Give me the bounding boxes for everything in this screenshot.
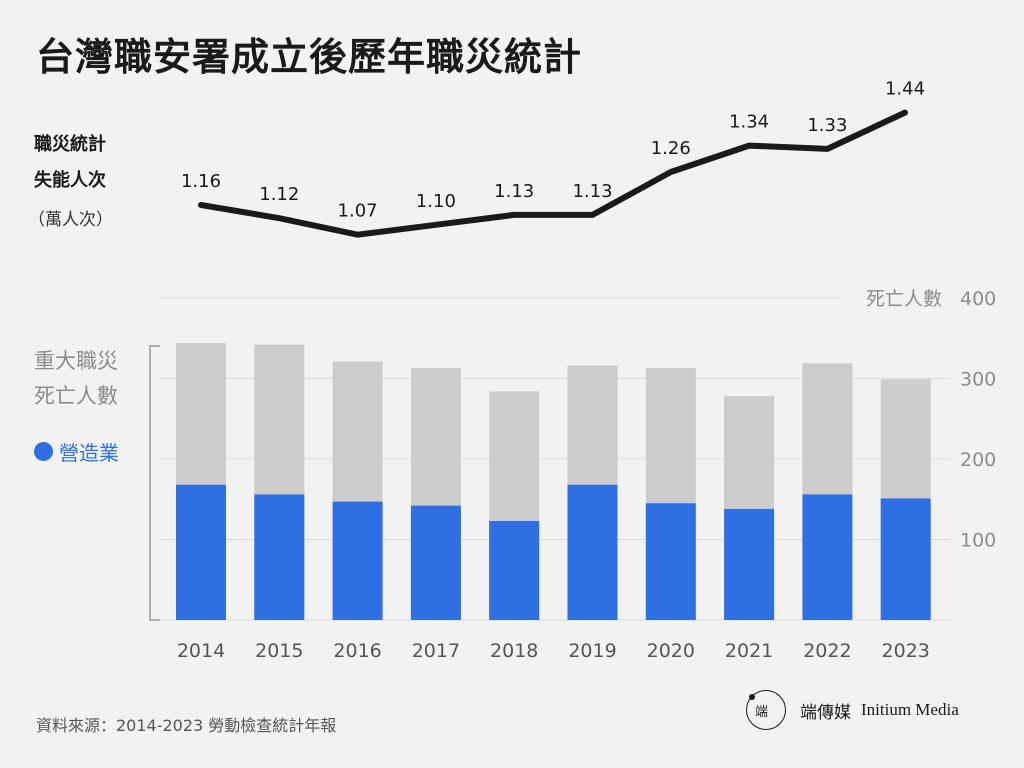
y-tick-label-400: 400 (960, 288, 996, 310)
y-tick-label-200: 200 (960, 449, 996, 471)
line-data-label-2021: 1.34 (729, 112, 769, 133)
bar-construction-2021 (724, 508, 775, 620)
left-bracket (149, 345, 160, 621)
x-tick-label-2019: 2019 (568, 640, 616, 662)
brand-block: 端 端傳媒 Initium Media (746, 690, 959, 730)
line-data-label-2019: 1.13 (572, 181, 612, 202)
line-data-label-2016: 1.07 (338, 201, 378, 222)
bar-construction-2020 (645, 503, 696, 620)
source-note: 資料來源：2014-2023 勞動檢查統計年報 (36, 716, 337, 735)
line-data-label-2014: 1.16 (181, 171, 221, 192)
brand-logo-dot (749, 694, 755, 700)
line-axis-label-line2: 失能人次 (34, 170, 106, 191)
y-tick-label-300: 300 (960, 369, 996, 391)
x-tick-label-2023: 2023 (882, 640, 930, 662)
brand-name: 端傳媒 (800, 702, 851, 723)
x-tick-label-2018: 2018 (490, 640, 538, 662)
line-data-label-2023: 1.44 (885, 79, 925, 100)
bar-axis-label-line2: 死亡人數 (34, 384, 118, 408)
bar-axis-label-line1: 重大職災 (34, 349, 118, 373)
right-axis-title: 死亡人數 (866, 288, 942, 310)
brand-logo: 端 (746, 690, 786, 730)
x-tick-label-2021: 2021 (725, 640, 773, 662)
bar-construction-2019 (567, 484, 618, 620)
brand-name-en: Initium Media (861, 700, 959, 719)
bar-construction-2014 (176, 484, 226, 620)
x-tick-label-2017: 2017 (412, 640, 460, 662)
x-tick-label-2016: 2016 (333, 640, 381, 662)
y-tick-label-100: 100 (960, 530, 996, 552)
bar-construction-2023 (880, 498, 931, 620)
x-tick-label-2022: 2022 (803, 640, 851, 662)
x-tick-label-2014: 2014 (177, 640, 225, 662)
line-data-label-2015: 1.12 (259, 184, 299, 205)
bar-construction-2022 (802, 494, 853, 620)
labels-layer: 2014 2015 2016 2017 2018 2019 2020 2021 2022 2023… (177, 79, 930, 662)
x-tick-label-2015: 2015 (255, 640, 303, 662)
x-tick-label-2020: 2020 (647, 640, 695, 662)
bar-construction-2017 (410, 505, 461, 620)
chart-title: 台灣職安署成立後歷年職災統計 (36, 35, 583, 79)
bar-construction-2015 (254, 494, 305, 620)
bar-construction-2018 (489, 520, 540, 620)
brand-logo-mark: 端 (755, 705, 769, 720)
bars-layer (176, 343, 931, 620)
bar-construction-2016 (332, 501, 383, 620)
legend-label-construction: 營造業 (59, 441, 119, 465)
legend-construction: 營造業 (34, 437, 119, 466)
line-axis-unit-label: （萬人次） (28, 210, 113, 230)
line-data-label-2018: 1.13 (494, 181, 534, 202)
legend-swatch-construction (34, 442, 53, 461)
line-data-label-2022: 1.33 (807, 115, 847, 136)
line-axis-label-line1: 職災統計 (34, 134, 106, 155)
line-layer (198, 109, 908, 238)
disability-line (198, 109, 908, 238)
line-data-label-2017: 1.10 (416, 191, 456, 212)
line-data-label-2020: 1.26 (651, 138, 691, 159)
